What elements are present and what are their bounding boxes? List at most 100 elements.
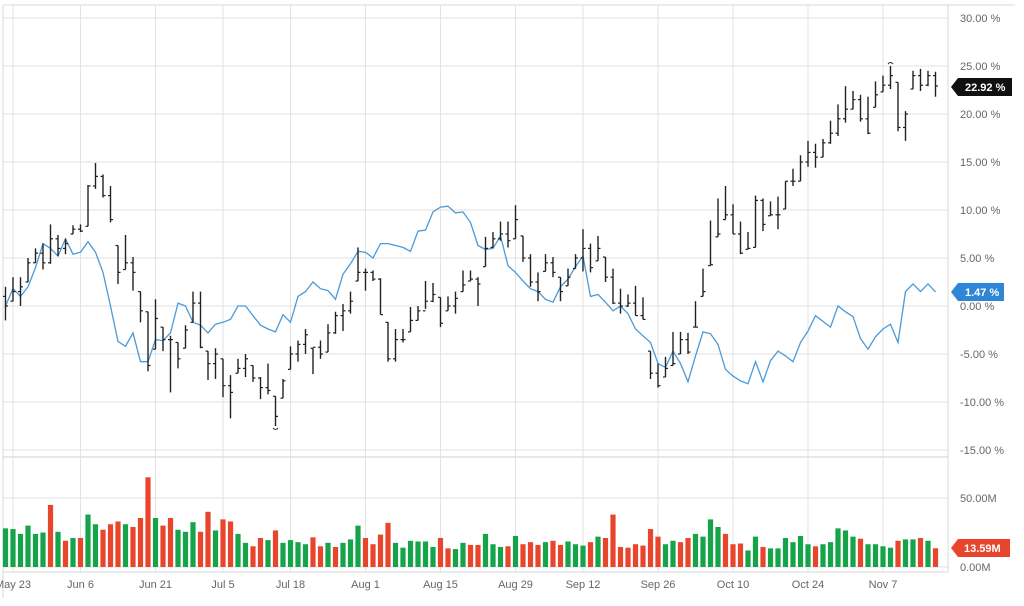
volume-bar xyxy=(452,549,459,567)
ohlc-bar xyxy=(798,155,803,182)
ohlc-bar xyxy=(573,254,578,270)
ohlc-bar xyxy=(100,174,106,198)
ohlc-bar xyxy=(400,329,406,343)
volume-bar xyxy=(332,546,339,567)
price-badge-text: 22.92 % xyxy=(965,82,1006,94)
volume-bar xyxy=(865,544,871,567)
ohlc-bar xyxy=(603,256,608,282)
volume-bar xyxy=(632,544,639,567)
ohlc-bar xyxy=(565,268,571,287)
ohlc-bar xyxy=(138,291,143,323)
ohlc-bar xyxy=(483,236,488,268)
ohlc-bar xyxy=(378,278,383,316)
ohlc-bar xyxy=(858,94,863,122)
ohlc-bar xyxy=(783,180,788,210)
volume-bar xyxy=(370,544,376,567)
price-tick-label: 30.00 % xyxy=(960,13,1001,25)
volume-bar xyxy=(827,542,834,567)
volume-bar xyxy=(835,528,841,567)
volume-bar xyxy=(722,533,729,567)
volume-bar xyxy=(107,524,114,567)
ohlc-bar xyxy=(333,311,338,334)
volume-bar xyxy=(535,544,541,567)
ohlc-bar xyxy=(498,221,503,241)
volume-bar xyxy=(437,538,444,567)
volume-bar xyxy=(137,518,144,567)
volume-bar xyxy=(677,542,684,567)
ohlc-bar xyxy=(625,294,631,307)
date-axis: May 23 Jun 6 Jun 21 Jul 5 Jul 18 Aug 1 Aug 15 A… xyxy=(0,579,897,591)
date-tick-label: Sep 26 xyxy=(641,579,676,591)
date-tick-label: Oct 24 xyxy=(792,579,824,591)
ohlc-bar xyxy=(768,201,773,217)
ohlc-bar xyxy=(243,354,248,378)
ohlc-bar xyxy=(475,277,481,306)
volume-bar xyxy=(527,542,534,567)
volume-bar xyxy=(595,536,601,567)
volume-bar xyxy=(407,540,414,567)
volume-bar xyxy=(737,543,744,567)
volume-bar xyxy=(122,524,129,567)
last-value-badges: 22.92 % 1.47 % 13.59M xyxy=(951,78,1012,557)
volume-bar xyxy=(445,548,451,567)
volume-bar xyxy=(580,545,586,567)
ohlc-bar xyxy=(880,75,886,93)
volume-bar xyxy=(355,525,361,567)
volume-bar xyxy=(775,548,781,567)
volume-bar xyxy=(685,538,691,567)
ohlc-bar xyxy=(235,358,241,374)
volume-bar xyxy=(932,548,939,567)
volume-bar xyxy=(197,531,204,567)
volume-bar xyxy=(310,537,316,567)
volume-bar xyxy=(880,546,886,567)
volume-bar xyxy=(655,536,661,567)
ohlc-bar xyxy=(438,296,443,328)
ohlc-bar xyxy=(925,70,931,87)
ohlc-bar xyxy=(888,66,893,90)
ohlc-bar xyxy=(265,363,271,395)
ohlc-bar xyxy=(445,296,451,312)
volume-bar xyxy=(617,546,624,567)
ohlc-bar xyxy=(205,350,211,380)
volume-bar xyxy=(257,538,264,567)
price-tick-label: 20.00 % xyxy=(960,109,1001,121)
volume-bar xyxy=(902,539,909,567)
volume-bar xyxy=(55,531,61,567)
ohlc-bar xyxy=(730,204,736,235)
volume-bar xyxy=(602,538,609,567)
ohlc-bar xyxy=(325,324,331,353)
volume-bar xyxy=(190,522,196,567)
volume-bar xyxy=(512,535,519,567)
date-tick-label: Aug 1 xyxy=(351,579,380,591)
ohlc-bar xyxy=(663,356,668,378)
volume-bar xyxy=(62,540,69,567)
ohlc-bar xyxy=(280,378,286,399)
volume-bar xyxy=(385,522,391,567)
volume-bar xyxy=(572,544,579,567)
volume-bar xyxy=(152,518,159,567)
ohlc-bar xyxy=(228,375,233,419)
volume-bar xyxy=(842,530,849,567)
volume-bar xyxy=(497,546,504,567)
ohlc-bar xyxy=(745,232,751,250)
ohlc-bar xyxy=(843,86,848,123)
volume-bar xyxy=(175,529,181,567)
volume-bar xyxy=(520,544,526,567)
ohlc-bar xyxy=(348,291,353,314)
volume-bar xyxy=(760,546,766,567)
ohlc-bar xyxy=(423,281,428,312)
ohlc-bar xyxy=(70,225,76,235)
ohlc-bar xyxy=(813,143,818,168)
volume-bar xyxy=(700,536,706,567)
ohlc-bar xyxy=(708,220,713,267)
volume-bar xyxy=(662,544,669,567)
ohlc-bar xyxy=(850,90,856,110)
volume-bar xyxy=(625,547,631,567)
date-tick-label: Jul 18 xyxy=(276,579,305,591)
ohlc-bar xyxy=(588,243,593,273)
ohlc-bar xyxy=(295,340,301,362)
volume-badge-shape xyxy=(951,539,1010,557)
ohlc-bar xyxy=(220,358,226,398)
price-tick-label: 0.00 % xyxy=(960,301,994,313)
